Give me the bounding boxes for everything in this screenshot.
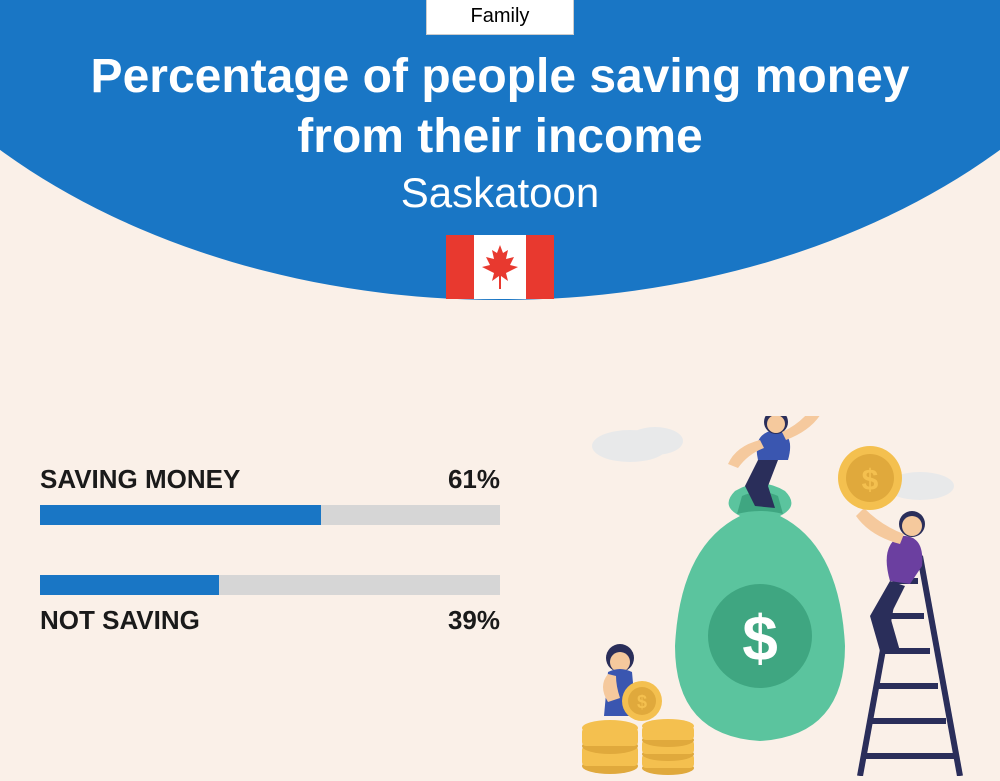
bar-value: 61%: [448, 464, 500, 495]
bar-fill: [40, 505, 321, 525]
bar-track: [40, 575, 500, 595]
bar-label: NOT SAVING: [40, 605, 200, 636]
category-tag: Family: [426, 0, 575, 35]
savings-illustration: $ $: [560, 416, 990, 776]
bars-section: SAVING MONEY 61% NOT SAVING 39%: [40, 464, 500, 686]
page-subtitle: Saskatoon: [0, 169, 1000, 217]
ladder-icon: [860, 556, 960, 776]
svg-text:$: $: [637, 692, 647, 712]
bar-track: [40, 505, 500, 525]
coin-stacks-icon: [582, 719, 694, 775]
svg-text:$: $: [742, 602, 778, 674]
bar-fill: [40, 575, 219, 595]
page-title: Percentage of people saving money from t…: [0, 47, 1000, 167]
bar-saving-money: SAVING MONEY 61%: [40, 464, 500, 525]
header: Family Percentage of people saving money…: [0, 0, 1000, 299]
svg-text:$: $: [862, 464, 879, 497]
bar-label: SAVING MONEY: [40, 464, 240, 495]
bar-value: 39%: [448, 605, 500, 636]
person-seated-icon: $: [603, 644, 662, 721]
bar-not-saving: NOT SAVING 39%: [40, 575, 500, 636]
canada-flag-icon: [446, 235, 554, 299]
